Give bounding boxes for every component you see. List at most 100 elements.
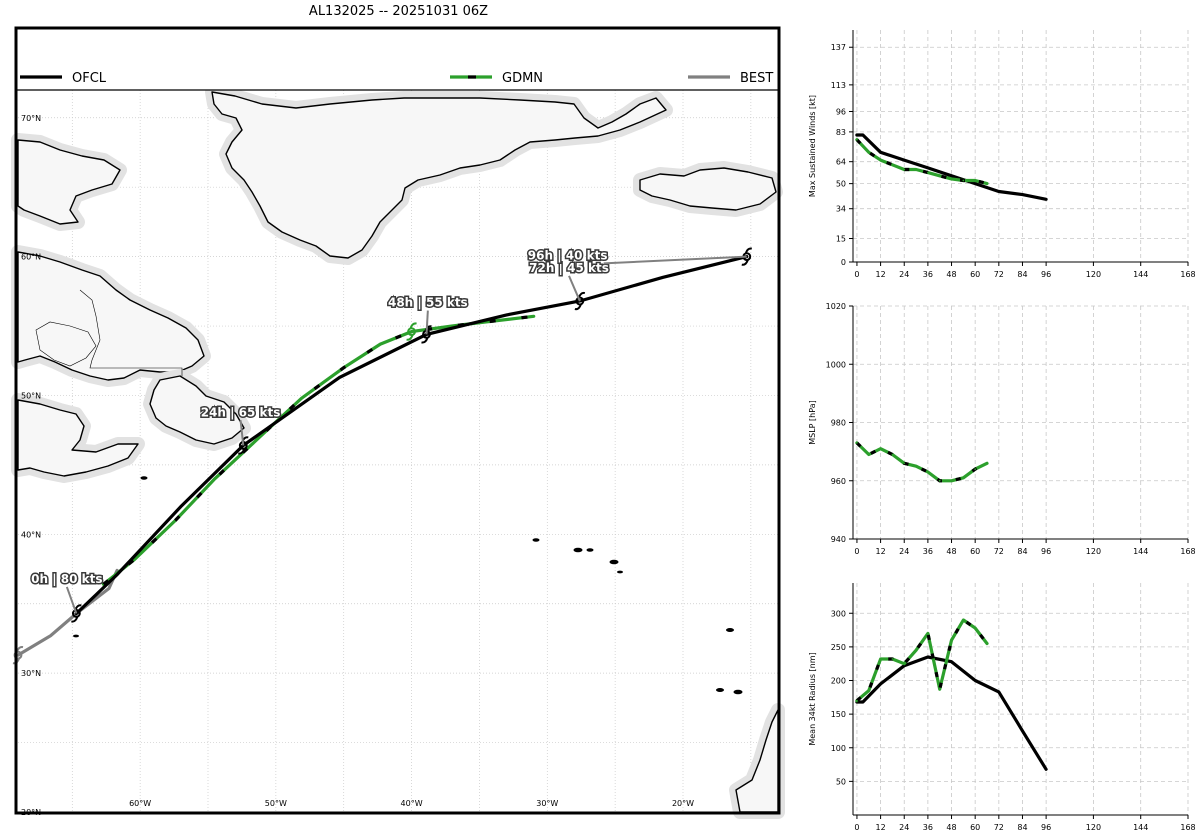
x-tick-label: 120 — [1086, 547, 1101, 556]
chart-panel-1: 0 12 24 36 48 60 72 84 96 120 144 168 0 15 34 50 64 83 96 1… — [808, 30, 1196, 279]
forecast-label: 96h | 40 kts — [528, 248, 608, 262]
maritimes-coast — [17, 399, 139, 477]
island — [586, 548, 594, 552]
legend-label: BEST — [740, 71, 773, 86]
series-gdmn-point — [986, 182, 988, 185]
series-gdmn-point — [915, 465, 917, 468]
forecast-label: 48h | 55 kts — [388, 296, 468, 310]
x-tick-label: 120 — [1086, 823, 1101, 832]
island — [726, 628, 734, 632]
y-tick-label: 150 — [831, 710, 846, 719]
series-ofcl-point — [1045, 768, 1048, 771]
series-gdmn-point — [879, 159, 882, 162]
y-tick-label: 34 — [836, 205, 846, 214]
series-gdmn-point — [926, 632, 929, 635]
x-tick-label: 24 — [899, 547, 909, 556]
y-tick-label: 980 — [831, 419, 846, 428]
series-ofcl-point — [974, 679, 977, 682]
ofcl-storm-icon-arm — [574, 304, 582, 311]
x-tick-label: 0 — [854, 547, 859, 556]
x-tick-label: 48 — [946, 823, 956, 832]
x-tick-label: 72 — [994, 823, 1004, 832]
ofcl-storm-icon — [574, 291, 586, 311]
x-tick-label: 36 — [923, 823, 933, 832]
series-gdmn-point — [950, 178, 953, 180]
y-tick-label: 64 — [836, 158, 846, 167]
series-gdmn-point — [856, 699, 858, 702]
map-lon-tick-label: 50°W — [265, 799, 287, 808]
label-leader-line — [603, 255, 747, 265]
series-gdmn-point — [950, 479, 953, 482]
y-tick-label: 960 — [831, 477, 846, 486]
series-gdmn-point — [962, 619, 965, 621]
series-gdmn-point — [867, 453, 870, 456]
legend: OFCL GDMN BEST — [16, 28, 779, 91]
label-leader-line — [239, 420, 245, 446]
forecast-label: 72h | 45 kts — [529, 261, 609, 275]
series-gdmn-point — [915, 649, 917, 652]
x-tick-label: 168 — [1180, 823, 1195, 832]
x-tick-label: 36 — [923, 547, 933, 556]
legend-label: GDMN — [502, 71, 543, 86]
x-tick-label: 84 — [1017, 547, 1027, 556]
series-gdmn-point — [938, 688, 941, 691]
map-panel: 60°W 50°W 40°W 30°W 20°W 70°N 60°N 50°N 40°N 30°N… — [11, 85, 785, 819]
gdmn-storm-icon-arm — [409, 322, 417, 329]
series-ofcl-point — [879, 151, 882, 154]
labrador-boundary — [79, 289, 183, 376]
island — [609, 559, 619, 565]
x-tick-label: 12 — [875, 823, 885, 832]
y-tick-label: 200 — [831, 677, 846, 686]
y-tick-label: 96 — [836, 108, 846, 117]
series-gdmn-point — [926, 171, 929, 174]
series-ofcl-point — [974, 182, 977, 185]
ofcl-storm-icon-arm — [744, 247, 753, 254]
series-ofcl-point — [926, 167, 929, 169]
series-ofcl-point — [950, 174, 953, 177]
series-ofcl-point — [903, 159, 906, 162]
x-tick-label: 0 — [854, 270, 859, 279]
ofcl-storm-icon-arm — [238, 448, 246, 455]
labrador-coast — [17, 251, 205, 381]
series-ofcl-point — [856, 134, 858, 136]
forecast-label: 0h | 80 kts — [31, 572, 102, 586]
x-tick-label: 84 — [1017, 823, 1027, 832]
legend-background — [16, 28, 779, 90]
map-lat-tick-label: 70°N — [21, 114, 41, 123]
x-tick-label: 60 — [970, 547, 980, 556]
x-tick-label: 96 — [1041, 270, 1051, 279]
series-ofcl-point — [926, 656, 929, 658]
x-tick-label: 0 — [854, 823, 859, 832]
island — [140, 476, 148, 480]
x-tick-label: 96 — [1041, 823, 1051, 832]
x-tick-label: 120 — [1086, 270, 1101, 279]
x-tick-label: 96 — [1041, 547, 1051, 556]
series-gdmn-point — [903, 168, 906, 171]
chart-panel-3: 0 12 24 36 48 60 72 84 96 120 144 168 50 100 150 200 250… — [808, 583, 1196, 832]
ofcl-storm-icon-arm — [71, 616, 79, 623]
x-tick-label: 60 — [970, 823, 980, 832]
x-tick-label: 48 — [946, 547, 956, 556]
ofcl-storm-icon-arm — [741, 259, 749, 266]
x-tick-label: 48 — [946, 270, 956, 279]
series-gdmn-point — [974, 468, 977, 470]
series-ofcl-point — [997, 190, 1000, 193]
series-gdmn-line — [855, 441, 989, 483]
series-ofcl-point — [1045, 198, 1048, 201]
series-ofcl-point — [861, 134, 864, 136]
series-gdmn-point — [867, 689, 870, 692]
y-tick-label: 1020 — [826, 302, 846, 311]
legend-item-ofcl: OFCL — [20, 71, 107, 86]
y-axis-label: MSLP [hPa] — [808, 400, 817, 444]
x-tick-label: 60 — [970, 270, 980, 279]
y-axis-label: Max Sustained Winds [kt] — [808, 95, 817, 197]
y-tick-label: 83 — [836, 128, 846, 137]
y-tick-label: 100 — [831, 744, 846, 753]
forecast-label: 24h | 65 kts — [201, 405, 281, 419]
x-tick-label: 144 — [1133, 270, 1148, 279]
x-tick-label: 12 — [875, 270, 885, 279]
y-tick-label: 940 — [831, 535, 846, 544]
series-ofcl-point — [861, 701, 864, 703]
map-lon-tick-label: 60°W — [129, 799, 151, 808]
